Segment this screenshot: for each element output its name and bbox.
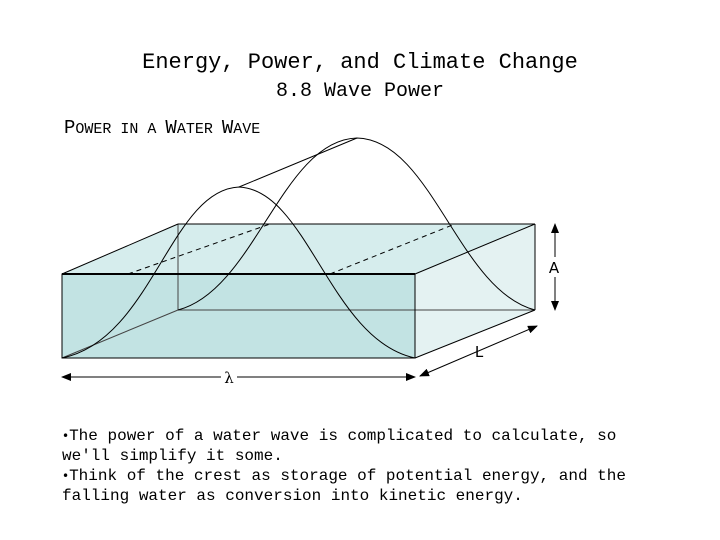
amplitude-label-bg <box>545 257 565 277</box>
bullet-text: The power of a water wave is complicated… <box>62 427 626 465</box>
heading-part: W <box>165 117 177 139</box>
slide-subtitle: 8.8 Wave Power <box>275 80 445 103</box>
water-top-face <box>62 224 535 274</box>
bullet-item: •The power of a water wave is complicate… <box>62 426 662 466</box>
heading-part: W <box>221 117 234 139</box>
bullet-list: •The power of a water wave is complicate… <box>62 426 662 506</box>
heading-part: ATER <box>176 121 222 138</box>
top-right-edge <box>414 223 536 275</box>
back-diagonal-edge <box>61 309 179 359</box>
slide-title: Energy, Power, and Climate Change <box>142 50 578 75</box>
crest-ridge-line <box>238 137 358 188</box>
bullet-marker: • <box>62 469 70 483</box>
wavelength-label-bg <box>221 369 237 385</box>
water-side-face <box>415 224 535 358</box>
bullet-item: •Think of the crest as storage of potent… <box>62 466 662 506</box>
length-arrow <box>419 325 538 377</box>
heading-part: P <box>64 117 76 139</box>
sea-level-dashed-line <box>127 223 271 275</box>
section-heading: POWER IN A WATER WAVE <box>64 117 260 139</box>
heading-part: OWER IN A <box>75 121 166 138</box>
amplitude-label: A <box>549 259 560 277</box>
length-label: L <box>475 343 484 361</box>
water-front-face <box>62 274 415 358</box>
sea-level-dashed-line <box>329 223 456 275</box>
top-left-edge <box>61 223 179 275</box>
bullet-marker: • <box>62 429 70 443</box>
wavelength-label: λ <box>224 369 234 387</box>
bullet-text: Think of the crest as storage of potenti… <box>62 467 636 505</box>
heading-part: AVE <box>233 121 261 138</box>
